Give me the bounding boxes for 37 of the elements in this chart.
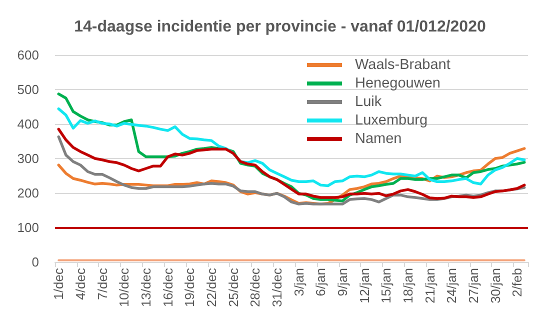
x-tick-label: 19/dec [182, 268, 198, 308]
x-tick-label: 15/jan [378, 268, 394, 304]
x-tick-label: 27/jan [466, 268, 481, 304]
legend-label: Henegouwen [355, 76, 440, 92]
x-tick-label: 4/dec [72, 268, 88, 300]
x-tick-label: 3/jan [291, 268, 306, 296]
x-tick-label: 6/jan [313, 268, 328, 296]
y-tick-label: 100 [17, 220, 39, 235]
y-tick-label: 300 [17, 151, 39, 166]
legend-label: Waals-Brabant [355, 57, 450, 73]
y-tick-label: 200 [17, 186, 39, 200]
x-tick-label: 7/dec [94, 268, 110, 300]
x-tick-label: 18/jan [400, 268, 416, 304]
chart-title: 14-daagse incidentie per provincie - vanaf 01/012/2020 [74, 18, 486, 36]
x-tick-label: 13/dec [138, 268, 154, 308]
y-tick-label: 500 [17, 82, 39, 97]
x-tick-label: 9/jan [334, 268, 350, 296]
line-series [57, 128, 526, 200]
x-tick-label: 10/dec [116, 268, 132, 308]
legend-label: Luxemburg [355, 112, 428, 128]
x-tick-label: 24/jan [444, 268, 460, 304]
x-tick-label: 2/feb [510, 268, 525, 297]
legend-label: Luik [355, 94, 382, 110]
x-tick-label: 12/jan [356, 268, 372, 304]
x-tick-label: 21/jan [422, 268, 438, 304]
x-tick-label: 22/dec [204, 268, 219, 308]
x-tick-label: 31/dec [269, 268, 284, 308]
y-tick-label: 600 [17, 48, 39, 62]
legend-label: Namen [355, 131, 402, 147]
y-tick-label: 400 [17, 116, 39, 132]
x-tick-label: 25/dec [226, 268, 241, 308]
x-tick-label: 16/dec [160, 268, 176, 308]
x-tick-label: 1/dec [51, 268, 66, 300]
line-series [57, 107, 526, 188]
x-tick-label: 30/jan [488, 268, 503, 304]
x-tick-label: 28/dec [248, 268, 263, 308]
y-tick-label: 0 [32, 254, 39, 270]
